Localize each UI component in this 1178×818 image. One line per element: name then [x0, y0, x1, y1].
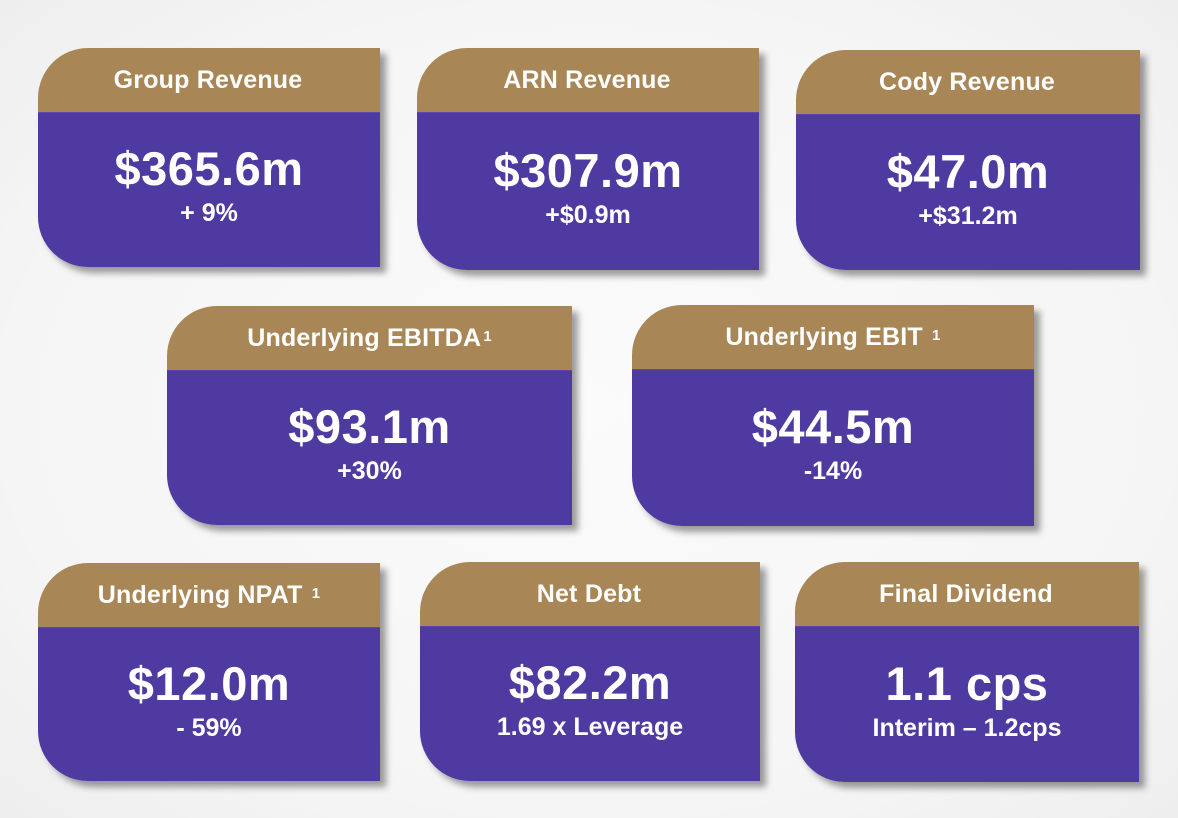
- footnote-marker: 1: [483, 327, 492, 345]
- metric-value: $365.6m: [114, 142, 304, 195]
- card-title: Net Debt: [420, 562, 760, 626]
- metric-change: Interim – 1.2cps: [872, 713, 1062, 742]
- card-final-dividend: Final Dividend 1.1 cps Interim – 1.2cps: [795, 562, 1139, 782]
- card-underlying-ebit: Underlying EBIT 1 $44.5m -14%: [632, 305, 1034, 526]
- card-title: ARN Revenue: [417, 48, 759, 112]
- metric-change: -14%: [803, 457, 863, 485]
- card-net-debt: Net Debt $82.2m 1.69 x Leverage: [420, 562, 760, 781]
- metric-change: +$31.2m: [918, 201, 1018, 230]
- metric-value: $44.5m: [751, 400, 915, 453]
- card-cody-revenue: Cody Revenue $47.0m +$31.2m: [796, 50, 1140, 270]
- card-title-text: Group Revenue: [113, 65, 303, 94]
- metric-value: $47.0m: [886, 144, 1050, 198]
- card-body: $82.2m 1.69 x Leverage: [420, 626, 760, 781]
- card-underlying-ebitda: Underlying EBITDA 1 $93.1m +30%: [167, 306, 572, 525]
- card-title: Cody Revenue: [796, 50, 1140, 114]
- card-title-text: Cody Revenue: [878, 67, 1056, 96]
- metric-change: - 59%: [176, 713, 242, 742]
- card-body: $93.1m +30%: [167, 370, 572, 525]
- card-title-text: Net Debt: [536, 579, 642, 608]
- card-title-text: Underlying NPAT: [97, 580, 310, 609]
- card-title: Underlying NPAT 1: [38, 563, 380, 627]
- card-group-revenue: Group Revenue $365.6m + 9%: [38, 48, 380, 267]
- card-title-text: ARN Revenue: [503, 65, 671, 94]
- metric-value: 1.1 cps: [885, 656, 1049, 710]
- metric-value: $82.2m: [508, 656, 672, 709]
- card-title-text: Underlying EBIT: [725, 322, 931, 351]
- card-body: $12.0m - 59%: [38, 627, 380, 781]
- card-title: Underlying EBITDA 1: [167, 306, 572, 370]
- metric-change: 1.69 x Leverage: [496, 713, 684, 741]
- card-title-text: Underlying EBITDA: [247, 323, 482, 352]
- metric-value: $307.9m: [493, 143, 683, 197]
- metric-value: $93.1m: [288, 400, 451, 453]
- footnote-marker: 1: [932, 326, 941, 344]
- metric-change: +$0.9m: [545, 200, 631, 229]
- footnote-marker: 1: [311, 584, 321, 602]
- card-body: $307.9m +$0.9m: [417, 112, 759, 270]
- card-body: $47.0m +$31.2m: [796, 114, 1140, 270]
- card-title: Final Dividend: [795, 562, 1139, 626]
- card-title: Underlying EBIT 1: [632, 305, 1034, 369]
- card-title: Group Revenue: [38, 48, 380, 112]
- card-title-text: Final Dividend: [879, 579, 1053, 608]
- card-arn-revenue: ARN Revenue $307.9m +$0.9m: [417, 48, 759, 270]
- metric-change: +30%: [337, 457, 402, 485]
- card-body: $365.6m + 9%: [38, 112, 380, 267]
- metric-value: $12.0m: [127, 656, 291, 710]
- card-underlying-npat: Underlying NPAT 1 $12.0m - 59%: [38, 563, 380, 781]
- card-body: $44.5m -14%: [632, 369, 1034, 526]
- metric-change: + 9%: [180, 199, 238, 227]
- card-body: 1.1 cps Interim – 1.2cps: [795, 626, 1139, 782]
